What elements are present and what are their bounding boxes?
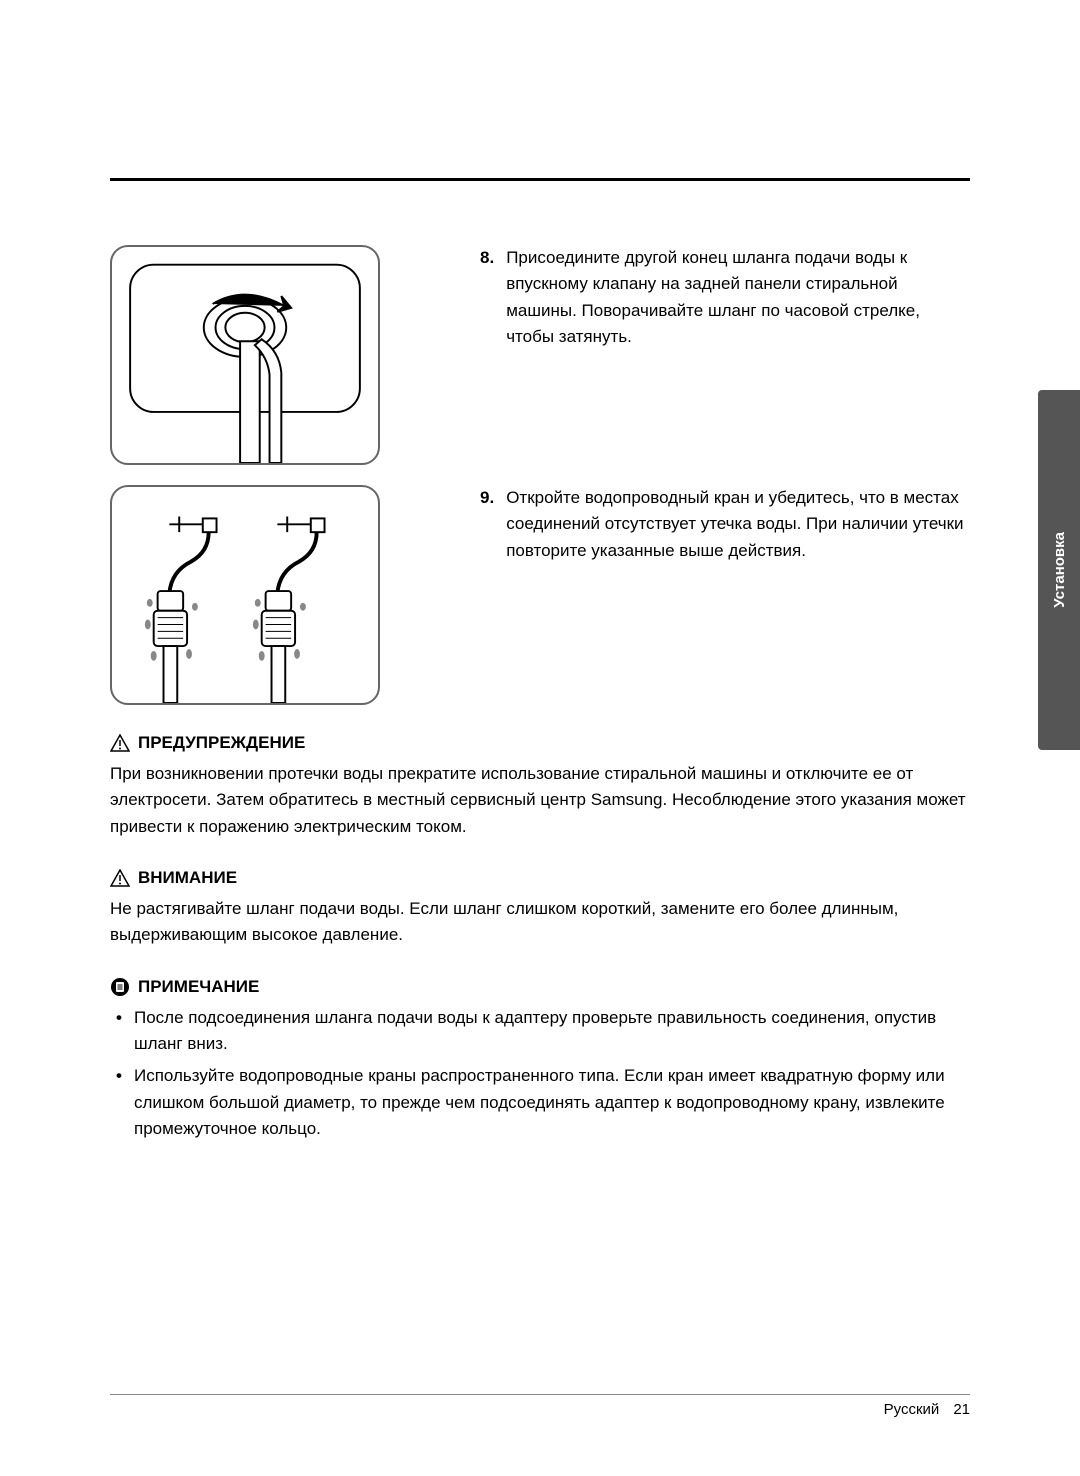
caution-text: Не растягивайте шланг подачи воды. Если … bbox=[110, 896, 970, 949]
step-9-body: Откройте водопроводный кран и убедитесь,… bbox=[506, 485, 970, 564]
note-item-1: Используйте водопроводные краны распрост… bbox=[110, 1063, 970, 1142]
note-document-icon bbox=[110, 977, 130, 997]
step-9-row: 9. Откройте водопроводный кран и убедите… bbox=[110, 485, 970, 705]
step-8-text: 8. Присоедините другой конец шланга пода… bbox=[480, 245, 970, 350]
caution-label: ВНИМАНИЕ bbox=[138, 868, 237, 888]
content-area: 8. Присоедините другой конец шланга пода… bbox=[110, 245, 970, 1142]
warning-triangle-icon bbox=[110, 734, 130, 752]
footer-page-number: 21 bbox=[953, 1401, 970, 1418]
step-8-number: 8. bbox=[480, 245, 494, 271]
page-container: 8. Присоедините другой конец шланга пода… bbox=[0, 0, 1080, 1476]
note-list: После подсоединения шланга подачи воды к… bbox=[110, 1005, 970, 1143]
step-9-number: 9. bbox=[480, 485, 494, 511]
note-label: ПРИМЕЧАНИЕ bbox=[138, 977, 259, 997]
faucet-leak-check-diagram bbox=[112, 487, 378, 703]
page-footer: Русский 21 bbox=[110, 1394, 970, 1418]
caution-header: ВНИМАНИЕ bbox=[110, 868, 970, 888]
warning-header: ПРЕДУПРЕЖДЕНИЕ bbox=[110, 733, 970, 753]
step-8-body: Присоедините другой конец шланга подачи … bbox=[506, 245, 970, 350]
hose-connection-diagram bbox=[112, 247, 378, 463]
step-8-row: 8. Присоедините другой конец шланга пода… bbox=[110, 245, 970, 465]
warning-text: При возникновении протечки воды прекрати… bbox=[110, 761, 970, 840]
footer-language: Русский bbox=[884, 1401, 940, 1418]
note-header: ПРИМЕЧАНИЕ bbox=[110, 977, 970, 997]
step-8-figure bbox=[110, 245, 380, 465]
section-tab-label: Установка bbox=[1051, 532, 1068, 608]
section-tab: Установка bbox=[1038, 390, 1080, 750]
step-9-text: 9. Откройте водопроводный кран и убедите… bbox=[480, 485, 970, 564]
note-item-0: После подсоединения шланга подачи воды к… bbox=[110, 1005, 970, 1058]
step-9-figure bbox=[110, 485, 380, 705]
caution-triangle-icon bbox=[110, 869, 130, 887]
warning-label: ПРЕДУПРЕЖДЕНИЕ bbox=[138, 733, 305, 753]
